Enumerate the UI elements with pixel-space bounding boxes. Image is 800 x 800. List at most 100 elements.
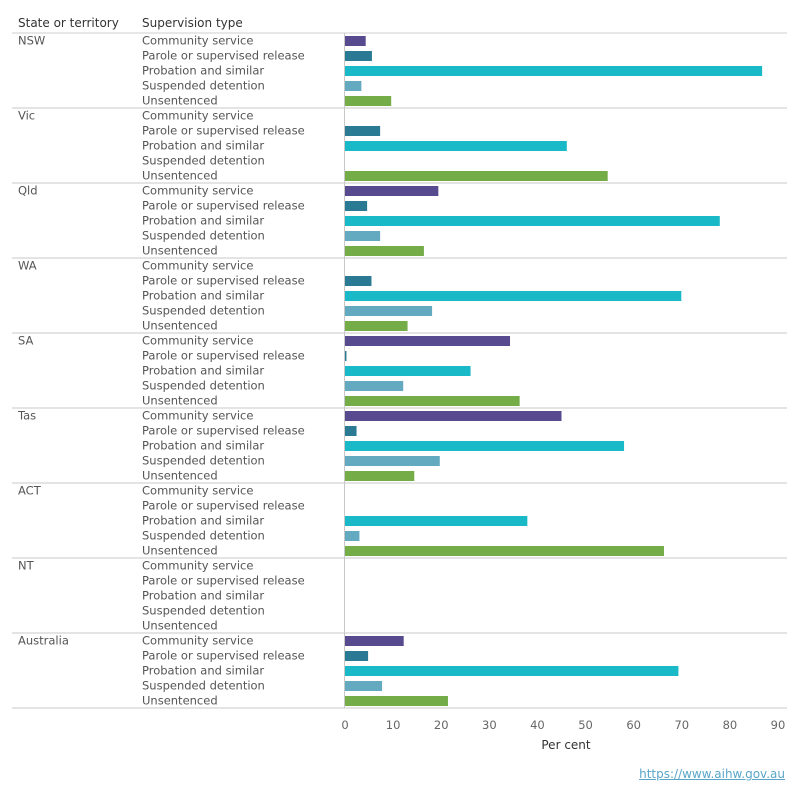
supervision-type-label: Parole or supervised release: [142, 424, 305, 438]
supervision-type-label: Parole or supervised release: [142, 49, 305, 63]
supervision-type-header: Supervision type: [142, 16, 243, 30]
supervision-type-label: Unsentenced: [142, 619, 218, 633]
supervision-type-label: Community service: [142, 484, 253, 498]
supervision-type-label: Suspended detention: [142, 79, 265, 93]
supervision-type-label: Parole or supervised release: [142, 199, 305, 213]
supervision-type-label: Community service: [142, 334, 253, 348]
bar-tas-unsentenced: [345, 471, 415, 481]
supervision-type-label: Suspended detention: [142, 529, 265, 543]
supervision-type-label: Unsentenced: [142, 94, 218, 108]
bar-sa-community-service: [345, 336, 511, 346]
state-label: SA: [18, 334, 34, 348]
supervision-type-label: Parole or supervised release: [142, 649, 305, 663]
bar-qld-parole-or-supervised-release: [345, 201, 368, 211]
state-label: ACT: [18, 484, 42, 498]
supervision-type-label: Parole or supervised release: [142, 499, 305, 513]
state-label: Qld: [18, 184, 38, 198]
bar-wa-unsentenced: [345, 321, 408, 331]
x-tick-label: 90: [771, 718, 786, 732]
bar-nsw-community-service: [345, 36, 366, 46]
x-tick-label: 0: [341, 718, 348, 732]
chart-bars: [345, 36, 763, 706]
bar-australia-parole-or-supervised-release: [345, 651, 369, 661]
bar-nsw-suspended-detention: [345, 81, 362, 91]
supervision-type-label: Unsentenced: [142, 544, 218, 558]
bar-tas-suspended-detention: [345, 456, 440, 466]
bar-australia-unsentenced: [345, 696, 448, 706]
bar-nsw-probation-and-similar: [345, 66, 763, 76]
supervision-type-label: Probation and similar: [142, 139, 264, 153]
supervision-type-label: Probation and similar: [142, 214, 264, 228]
bar-sa-parole-or-supervised-release: [345, 351, 347, 361]
bar-tas-probation-and-similar: [345, 441, 625, 451]
state-label: Australia: [18, 634, 69, 648]
supervision-type-label: Community service: [142, 184, 253, 198]
supervision-type-label: Community service: [142, 559, 253, 573]
supervision-type-label: Community service: [142, 34, 253, 48]
x-tick-label: 10: [386, 718, 401, 732]
bar-australia-community-service: [345, 636, 404, 646]
bar-act-suspended-detention: [345, 531, 360, 541]
source-link[interactable]: https://www.aihw.gov.au: [639, 767, 785, 781]
bar-australia-suspended-detention: [345, 681, 383, 691]
state-label: Vic: [18, 109, 35, 123]
supervision-type-label: Suspended detention: [142, 304, 265, 318]
bar-wa-probation-and-similar: [345, 291, 682, 301]
supervision-type-label: Unsentenced: [142, 319, 218, 333]
supervision-type-label: Suspended detention: [142, 604, 265, 618]
supervision-type-label: Unsentenced: [142, 694, 218, 708]
supervision-type-label: Suspended detention: [142, 454, 265, 468]
supervision-type-label: Suspended detention: [142, 229, 265, 243]
x-tick-label: 60: [626, 718, 641, 732]
supervision-type-label: Suspended detention: [142, 679, 265, 693]
bar-act-probation-and-similar: [345, 516, 528, 526]
supervision-type-label: Probation and similar: [142, 514, 264, 528]
x-tick-label: 70: [674, 718, 689, 732]
supervision-type-label: Community service: [142, 109, 253, 123]
supervision-type-label: Unsentenced: [142, 244, 218, 258]
supervision-type-label: Parole or supervised release: [142, 574, 305, 588]
bar-vic-probation-and-similar: [345, 141, 567, 151]
supervision-type-label: Community service: [142, 259, 253, 273]
bar-australia-probation-and-similar: [345, 666, 679, 676]
x-tick-label: 30: [482, 718, 497, 732]
bar-qld-suspended-detention: [345, 231, 381, 241]
supervision-type-label: Community service: [142, 634, 253, 648]
bar-qld-community-service: [345, 186, 439, 196]
supervision-type-label: Unsentenced: [142, 469, 218, 483]
state-label: WA: [18, 259, 37, 273]
supervision-type-label: Parole or supervised release: [142, 274, 305, 288]
bar-act-unsentenced: [345, 546, 664, 556]
supervision-type-label: Suspended detention: [142, 154, 265, 168]
x-tick-label: 20: [434, 718, 449, 732]
supervision-type-label: Parole or supervised release: [142, 124, 305, 138]
supervision-type-label: Probation and similar: [142, 364, 264, 378]
x-tick-label: 80: [723, 718, 738, 732]
supervision-type-label: Probation and similar: [142, 64, 264, 78]
state-label: NT: [18, 559, 35, 573]
x-tick-label: 50: [578, 718, 593, 732]
x-axis-title: Per cent: [541, 738, 591, 752]
bar-qld-unsentenced: [345, 246, 424, 256]
bar-wa-suspended-detention: [345, 306, 433, 316]
supervision-type-label: Unsentenced: [142, 394, 218, 408]
supervision-type-label: Community service: [142, 409, 253, 423]
bar-nsw-unsentenced: [345, 96, 392, 106]
supervision-type-label: Probation and similar: [142, 289, 264, 303]
supervision-type-label: Parole or supervised release: [142, 349, 305, 363]
supervision-type-label: Unsentenced: [142, 169, 218, 183]
state-header: State or territory: [18, 16, 119, 30]
supervision-type-label: Probation and similar: [142, 664, 264, 678]
bar-tas-parole-or-supervised-release: [345, 426, 357, 436]
bar-nsw-parole-or-supervised-release: [345, 51, 372, 61]
bar-vic-parole-or-supervised-release: [345, 126, 381, 136]
supervision-type-label: Suspended detention: [142, 379, 265, 393]
bar-sa-unsentenced: [345, 396, 520, 406]
bar-sa-probation-and-similar: [345, 366, 471, 376]
state-label: NSW: [18, 34, 45, 48]
bar-wa-parole-or-supervised-release: [345, 276, 372, 286]
state-label: Tas: [17, 409, 36, 423]
x-tick-label: 40: [530, 718, 545, 732]
